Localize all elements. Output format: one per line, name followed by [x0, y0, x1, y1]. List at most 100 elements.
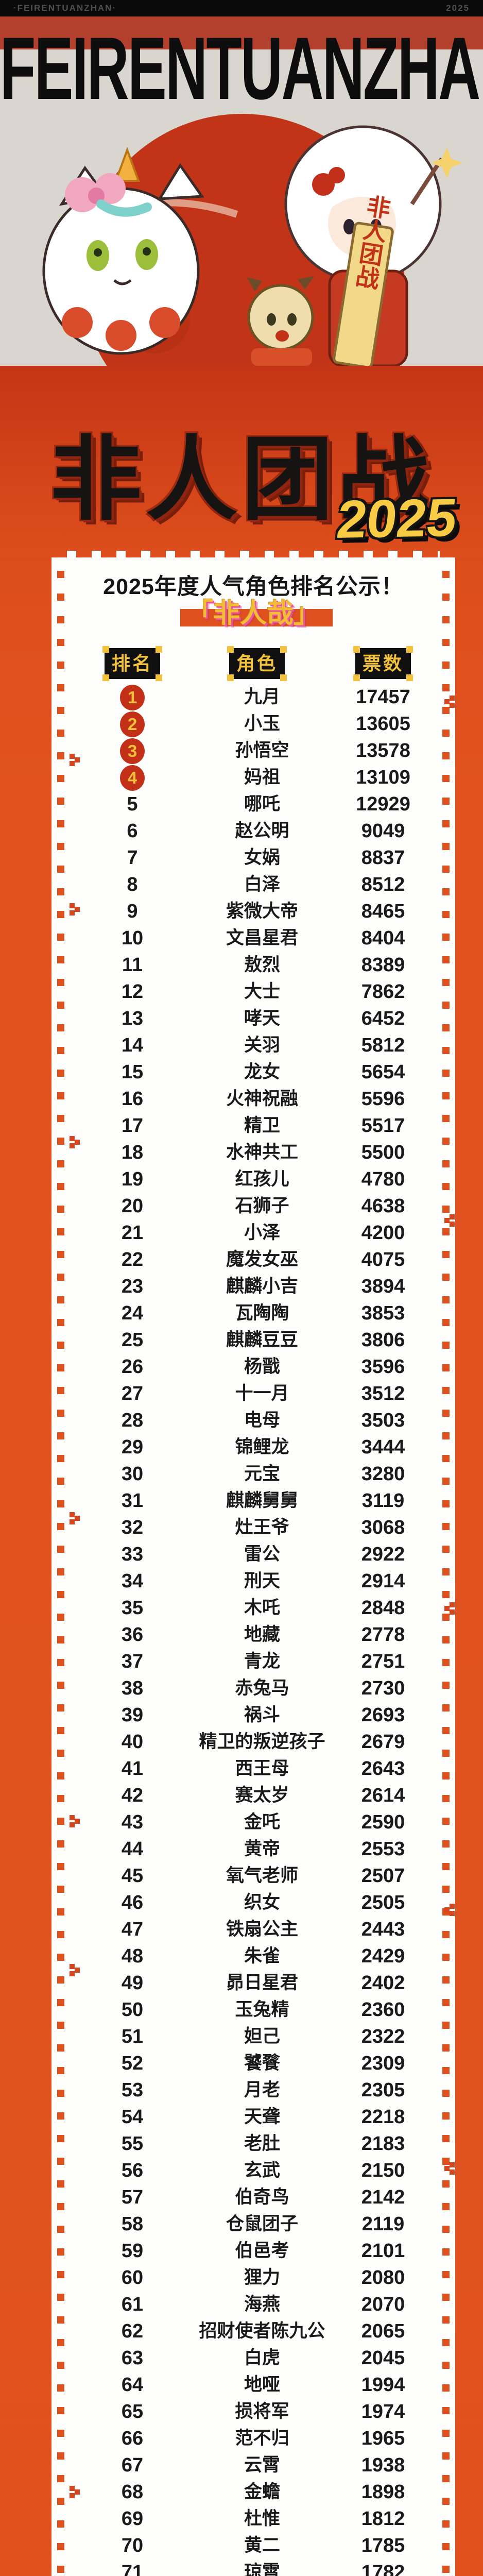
meta-year-label: 2025 — [446, 3, 470, 13]
name-cell: 狸力 — [244, 2267, 280, 2287]
corner-accent — [102, 674, 109, 681]
rank-cell: 48 — [121, 1945, 144, 1967]
name-cell: 西王母 — [235, 1758, 289, 1778]
name-cell: 黄帝 — [244, 1839, 280, 1859]
votes-cell: 2150 — [361, 2160, 405, 2181]
rank-cell: 8 — [127, 874, 138, 895]
table-row: 61 海燕 2070 — [51, 2291, 455, 2318]
table-row: 62 招财使者陈九公 2065 — [51, 2318, 455, 2345]
table-row: 19 红孩儿 4780 — [51, 1166, 455, 1193]
rank-cell: 19 — [121, 1168, 144, 1190]
name-cell: 昴日星君 — [226, 1973, 298, 1993]
rank-cell: 65 — [121, 2401, 144, 2422]
corner-accent — [280, 646, 287, 653]
table-row: 54 天聋 2218 — [51, 2104, 455, 2130]
rank-cell: 5 — [127, 793, 138, 815]
votes-cell: 2679 — [361, 1731, 405, 1753]
pixel-glitch-icon — [450, 2162, 455, 2167]
table-row: 20 石狮子 4638 — [51, 1193, 455, 1219]
table-row: 56 玄武 2150 — [51, 2157, 455, 2184]
corner-accent — [353, 646, 360, 653]
table-row: 27 十一月 3512 — [51, 1380, 455, 1407]
votes-cell: 2693 — [361, 1704, 405, 1726]
poster-title: 非人团战 — [50, 428, 433, 531]
votes-cell: 8404 — [361, 927, 405, 949]
table-row: 30 元宝 3280 — [51, 1461, 455, 1487]
name-cell: 文昌星君 — [226, 928, 298, 948]
votes-cell: 5500 — [361, 1142, 405, 1163]
corner-accent — [156, 674, 162, 681]
hero-red-band — [0, 16, 483, 49]
table-row: 47 铁扇公主 2443 — [51, 1916, 455, 1943]
table-row: 67 云霄 1938 — [51, 2452, 455, 2479]
votes-cell: 2914 — [361, 1570, 405, 1592]
votes-cell: 4780 — [361, 1168, 405, 1190]
table-row: 5 哪吒 12929 — [51, 791, 455, 818]
table-row: 58 仓鼠团子 2119 — [51, 2211, 455, 2238]
table-row: 64 地哑 1994 — [51, 2371, 455, 2398]
table-row: 69 杜惟 1812 — [51, 2505, 455, 2532]
table-row: 38 赤兔马 2730 — [51, 1675, 455, 1702]
table-row: 59 伯邑考 2101 — [51, 2238, 455, 2264]
name-cell: 饕餮 — [244, 2053, 280, 2073]
votes-cell: 2507 — [361, 1865, 405, 1887]
corner-accent — [156, 646, 162, 653]
votes-cell: 2778 — [361, 1624, 405, 1646]
table-row: 44 黄帝 2553 — [51, 1836, 455, 1862]
name-cell: 伯邑考 — [235, 2241, 289, 2261]
name-cell: 麒麟舅舅 — [226, 1490, 298, 1511]
poster-title-year: 2025 — [334, 487, 460, 550]
votes-cell: 3068 — [361, 1517, 405, 1538]
name-cell: 大士 — [244, 981, 280, 1002]
card-left-dashes — [57, 571, 64, 2576]
name-cell: 麒麟豆豆 — [226, 1330, 298, 1350]
hero-red-panel — [0, 366, 483, 557]
table-row: 31 麒麟舅舅 3119 — [51, 1487, 455, 1514]
votes-cell: 13578 — [356, 740, 410, 761]
votes-cell: 2848 — [361, 1597, 405, 1619]
name-cell: 老肚 — [244, 2133, 280, 2154]
rank-cell: 14 — [121, 1035, 144, 1056]
rank-cell: 54 — [121, 2106, 144, 2128]
table-row: 53 月老 2305 — [51, 2077, 455, 2104]
table-row: 22 魔发女巫 4075 — [51, 1246, 455, 1273]
name-cell: 祸斗 — [244, 1705, 280, 1725]
name-cell: 白泽 — [244, 874, 280, 894]
votes-cell: 4638 — [361, 1195, 405, 1217]
table-row: 12 大士 7862 — [51, 978, 455, 1005]
rank-cell: 67 — [121, 2454, 144, 2476]
ranking-card: 2025年度人气角色排名公示！ 「非人哉」 排名 角色 票数 1 九月 17457 2… — [51, 551, 455, 2576]
votes-cell: 1994 — [361, 2374, 405, 2396]
rank-cell: 53 — [121, 2079, 144, 2101]
rank-cell: 51 — [121, 2026, 144, 2047]
table-row: 3 孙悟空 13578 — [51, 737, 455, 764]
votes-cell: 2080 — [361, 2267, 405, 2289]
table-row: 28 电母 3503 — [51, 1407, 455, 1434]
corner-accent — [227, 674, 234, 681]
name-cell: 精卫 — [244, 1115, 280, 1136]
table-row: 66 范不归 1965 — [51, 2425, 455, 2452]
votes-cell: 2305 — [361, 2079, 405, 2101]
table-row: 49 昴日星君 2402 — [51, 1970, 455, 1996]
rank-cell: 15 — [121, 1061, 144, 1083]
rank-cell: 32 — [121, 1517, 144, 1538]
name-cell: 云霄 — [244, 2455, 280, 2475]
votes-cell: 6452 — [361, 1008, 405, 1029]
votes-cell: 2553 — [361, 1838, 405, 1860]
rank-cell: 2 — [51, 710, 213, 737]
scroll-banner: 非人团战 — [333, 193, 394, 366]
table-row: 39 祸斗 2693 — [51, 1702, 455, 1728]
table-row: 26 杨戬 3596 — [51, 1353, 455, 1380]
table-row: 42 赛太岁 2614 — [51, 1782, 455, 1809]
votes-cell: 2402 — [361, 1972, 405, 1994]
rank-cell: 26 — [121, 1356, 144, 1378]
votes-cell: 3444 — [361, 1436, 405, 1458]
table-row: 17 精卫 5517 — [51, 1112, 455, 1139]
votes-cell: 2142 — [361, 2187, 405, 2208]
votes-cell: 2730 — [361, 1677, 405, 1699]
corner-accent — [406, 646, 413, 653]
votes-cell: 1965 — [361, 2428, 405, 2449]
name-cell: 招财使者陈九公 — [199, 2321, 325, 2341]
rank-cell: 69 — [121, 2508, 144, 2530]
hero-watermark-word: FEIRENTUANZHAN — [0, 19, 483, 118]
